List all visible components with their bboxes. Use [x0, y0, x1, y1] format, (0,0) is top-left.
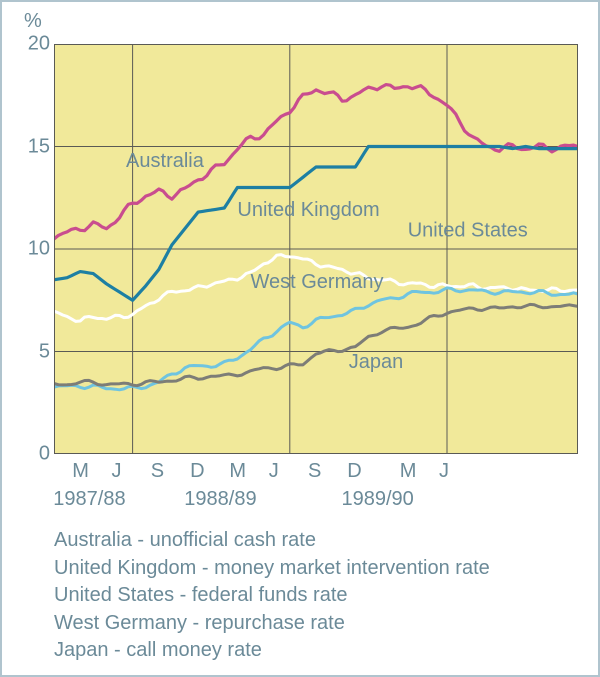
x-tick: M — [229, 460, 246, 483]
series-label-japan: Japan — [349, 351, 404, 373]
x-tick: S — [151, 460, 164, 483]
legend-item: West Germany - repurchase rate — [54, 610, 490, 638]
series-label-united-states: United States — [408, 220, 528, 242]
x-tick: M — [400, 460, 417, 483]
x-tick: J — [269, 460, 279, 483]
x-year-label: 1988/89 — [184, 488, 256, 511]
x-tick: M — [72, 460, 89, 483]
y-tick: 10 — [2, 238, 50, 261]
x-tick: J — [112, 460, 122, 483]
legend: Australia - unofficial cash rateUnited K… — [54, 527, 490, 665]
x-tick: J — [439, 460, 449, 483]
x-year-label: 1989/90 — [342, 488, 414, 511]
legend-item: United States - federal funds rate — [54, 582, 490, 610]
y-axis-unit: % — [24, 10, 42, 33]
legend-item: Australia - unofficial cash rate — [54, 527, 490, 555]
series-label-west-germany: West Germany — [251, 271, 384, 293]
x-year-label: 1987/88 — [53, 488, 125, 511]
legend-item: Japan - call money rate — [54, 637, 490, 665]
chart-container: % 0 5 10 15 20 Australia United Kingdom United… — [0, 0, 600, 677]
y-tick: 5 — [2, 340, 50, 363]
y-tick: 0 — [2, 443, 50, 466]
series-label-united-kingdom: United Kingdom — [237, 199, 379, 221]
plot-area: Australia United Kingdom United States West… — [54, 44, 578, 454]
x-tick: D — [190, 460, 204, 483]
y-tick: 15 — [2, 135, 50, 158]
x-tick: D — [347, 460, 361, 483]
y-tick: 20 — [2, 33, 50, 56]
legend-item: United Kingdom - money market interventi… — [54, 555, 490, 583]
chart-svg: Australia United Kingdom United States West… — [54, 44, 578, 454]
series-label-australia: Australia — [126, 150, 205, 172]
x-tick: S — [308, 460, 321, 483]
